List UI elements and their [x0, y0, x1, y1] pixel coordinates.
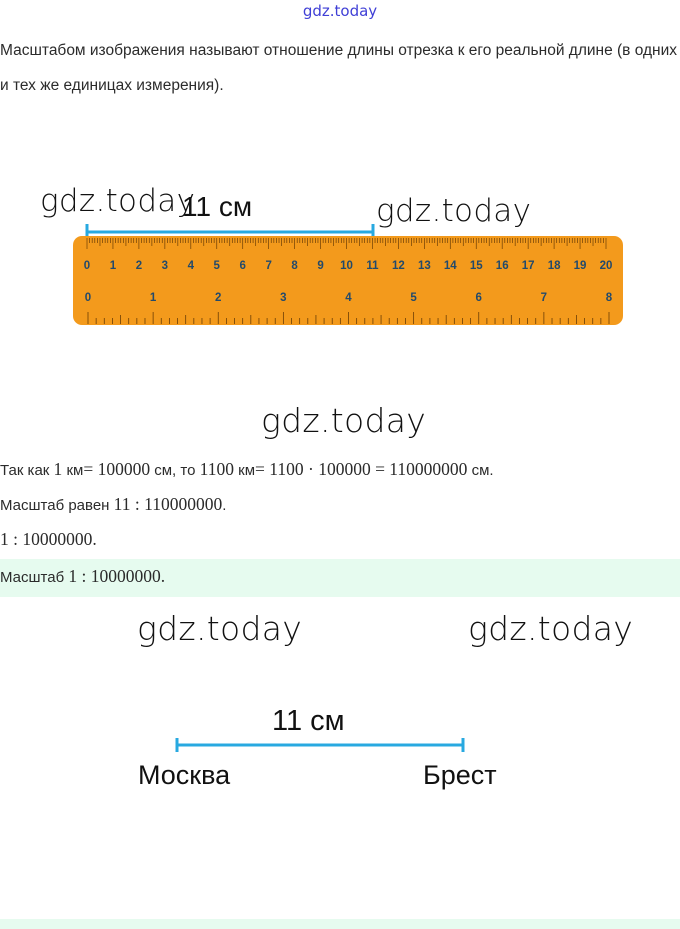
site-link[interactable]: gdz.today — [302, 2, 378, 20]
ruler-top-tick-label: 0 — [84, 260, 90, 272]
ruler-top-tick-label: 6 — [239, 260, 245, 272]
map-segment — [175, 738, 465, 752]
segment-length-label: 11 см — [182, 191, 252, 222]
ruler-bottom-tick-label: 2 — [215, 292, 221, 304]
ruler-top-tick-label: 4 — [188, 260, 195, 272]
ruler-top-tick-label: 12 — [392, 260, 405, 272]
ruler-top-tick-label: 2 — [136, 260, 142, 272]
ruler-top-tick-label: 7 — [265, 260, 271, 272]
ruler-top-tick-label: 5 — [214, 260, 221, 272]
map-distance-figure: 11 см Москва Брест — [138, 705, 497, 790]
ruler-top-tick-label: 20 — [600, 260, 613, 272]
ruler-bottom-tick-label: 0 — [85, 292, 91, 304]
ruler-bottom-scale — [87, 312, 610, 324]
solution-line-2: Масштаб равен 11 : 110000000. — [0, 494, 227, 514]
ruler-segment — [85, 224, 375, 238]
ruler-bottom-tick-label: 7 — [541, 292, 547, 304]
ruler-top-tick-label: 14 — [444, 260, 457, 272]
ruler-top-tick-label: 19 — [574, 260, 587, 272]
ruler-top-tick-label: 9 — [317, 260, 323, 272]
answer-band — [0, 559, 680, 597]
ruler-top-tick-label: 17 — [522, 260, 535, 272]
ruler-top-tick-label: 11 — [366, 260, 379, 272]
ruler-body — [73, 236, 623, 325]
watermark: gdz.today — [261, 401, 427, 440]
ruler-bottom-tick-label: 8 — [606, 292, 613, 304]
ruler-figure: 11 см 0 1 2 3 4 5 6 7 8 9 10 11 12 13 14 15 16 17 18 19 20 0… — [73, 191, 623, 325]
ruler-top-tick-label: 8 — [291, 260, 298, 272]
watermark: gdz.today — [468, 609, 634, 648]
map-segment-length-label: 11 см — [272, 705, 345, 737]
city-moscow-label: Москва — [138, 760, 231, 790]
watermark: gdz.today — [376, 193, 532, 229]
ruler-bottom-tick-label: 1 — [150, 292, 157, 304]
ruler-top-tick-label: 18 — [548, 260, 561, 272]
ruler-bottom-tick-label: 3 — [280, 292, 286, 304]
ruler-top-tick-label: 16 — [496, 260, 509, 272]
watermark: gdz.today — [40, 183, 196, 219]
ruler-top-labels: 0 1 2 3 4 5 6 7 8 9 10 11 12 13 14 15 16 17 18 19 20 — [84, 260, 613, 272]
answer-line: Масштаб 1 : 10000000. — [0, 566, 166, 586]
ruler-bottom-tick-label: 4 — [345, 292, 352, 304]
ruler-bottom-tick-label: 6 — [476, 292, 482, 304]
city-brest-label: Брест — [423, 760, 497, 790]
ruler-top-tick-label: 1 — [110, 260, 117, 272]
watermark: gdz.today — [137, 609, 303, 648]
solution-line-1: Так как 1 км= 100000 см, то 1100 км= 110… — [0, 459, 494, 479]
ruler-top-tick-label: 10 — [340, 260, 353, 272]
solution-line-3: 1 : 10000000. — [0, 529, 97, 549]
ruler-top-tick-label: 13 — [418, 260, 431, 272]
bottom-band — [0, 919, 680, 929]
ruler-bottom-tick-label: 5 — [410, 292, 417, 304]
ruler-top-tick-label: 3 — [162, 260, 168, 272]
ruler-top-tick-label: 15 — [470, 260, 483, 272]
ruler-top-scale — [86, 238, 607, 249]
definition-paragraph: Масштабом изображения называют отношение… — [0, 42, 678, 94]
ruler-bottom-labels: 0 1 2 3 4 5 6 7 8 — [85, 292, 613, 304]
